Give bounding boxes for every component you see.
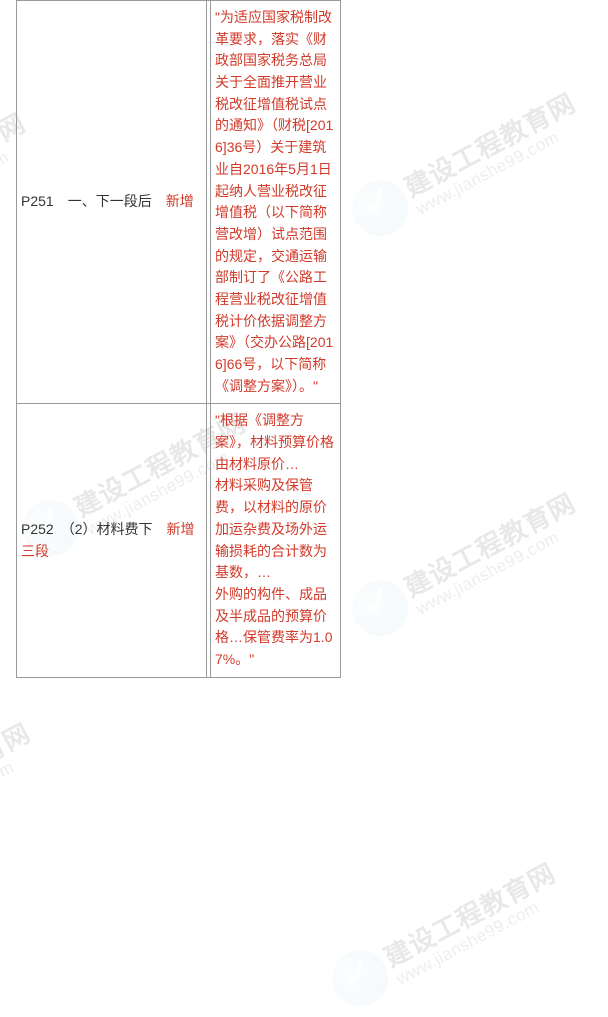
change-content: 材料采购及保管费，以材料的原价加运杂费及场外运输损耗的合计数为基数，… bbox=[215, 477, 327, 580]
change-content: "为适应国家税制改革要求，落实《财政部国家税务总局关于全面推开营业税改征增值税试… bbox=[215, 9, 333, 394]
change-location-cell: P252 （2）材料费下 新增三段 bbox=[17, 404, 207, 677]
change-location: P252 （2）材料费下 bbox=[21, 521, 166, 537]
table-row: P251 一、下一段后 新增"为适应国家税制改革要求，落实《财政部国家税务总局关… bbox=[17, 1, 341, 404]
watermark-text: 建设工程教育网 bbox=[380, 858, 560, 972]
change-content: 外购的构件、成品及半成品的预算价格…保管费率为1.07%。" bbox=[215, 586, 332, 667]
change-content-cell: "为适应国家税制改革要求，落实《财政部国家税务总局关于全面推开营业税改征增值税试… bbox=[211, 1, 341, 404]
watermark-text: 建设工程教育网 bbox=[0, 718, 35, 832]
change-content-cell: "根据《调整方案》，材料预算价格由材料原价… 材料采购及保管费，以材料的原价加运… bbox=[211, 404, 341, 677]
watermark-url: www.jianshe99.com bbox=[393, 884, 569, 989]
watermark-url: www.jianshe99.com bbox=[0, 744, 44, 849]
table-row: P252 （2）材料费下 新增三段"根据《调整方案》，材料预算价格由材料原价… … bbox=[17, 404, 341, 677]
change-content: "根据《调整方案》，材料预算价格由材料原价… bbox=[215, 412, 334, 471]
change-location-cell: P251 一、下一段后 新增 bbox=[17, 1, 207, 404]
change-action: 新增 bbox=[166, 193, 194, 209]
table-container: P251 一、下一段后 新增"为适应国家税制改革要求，落实《财政部国家税务总局关… bbox=[0, 0, 608, 678]
change-location: P251 一、下一段后 bbox=[21, 193, 166, 209]
changes-table: P251 一、下一段后 新增"为适应国家税制改革要求，落实《财政部国家税务总局关… bbox=[16, 0, 341, 678]
watermark: 建设工程教育网www.jianshe99.com bbox=[0, 718, 44, 848]
watermark: 建设工程教育网www.jianshe99.com bbox=[380, 858, 569, 988]
